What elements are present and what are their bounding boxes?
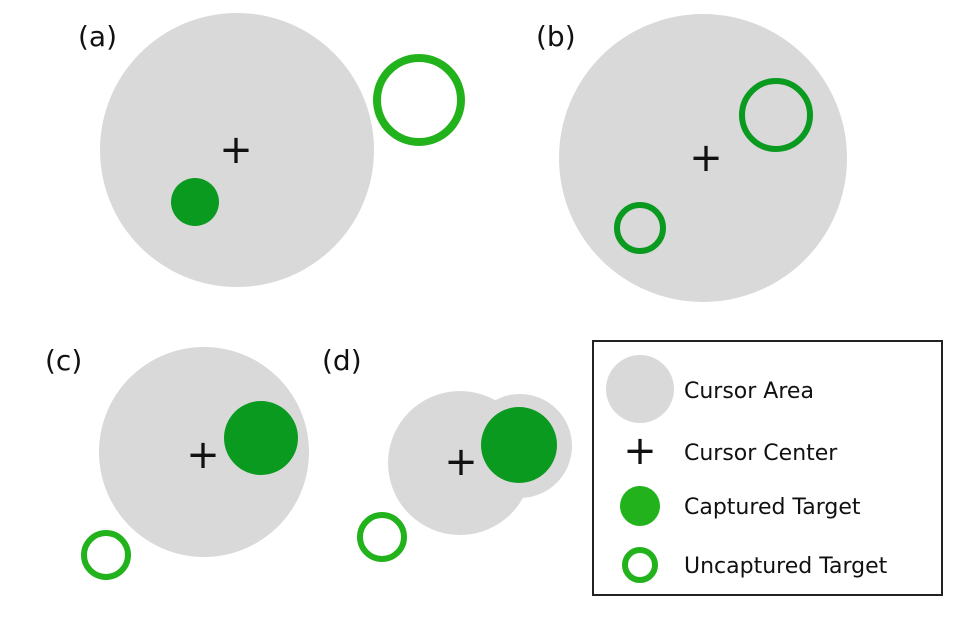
panel-d-uncaptured-target: [357, 512, 407, 562]
panel-c: (c) +: [45, 344, 309, 580]
panel-a-cursor-center: +: [219, 127, 253, 173]
legend-green-ring-icon: [622, 547, 658, 583]
legend-item-uncaptured-target: Uncaptured Target: [684, 554, 888, 579]
legend-gray-circle-icon: [606, 355, 674, 423]
panel-c-captured-target: [224, 401, 298, 475]
panel-d-label: (d): [322, 344, 362, 377]
legend-plus-icon: +: [623, 428, 657, 474]
panel-a: (a) +: [78, 13, 465, 287]
legend-item-cursor-center: Cursor Center: [684, 441, 838, 466]
panel-a-label: (a): [78, 20, 117, 53]
panel-c-uncaptured-target: [81, 530, 131, 580]
panel-a-uncaptured-target: [373, 54, 465, 146]
legend-item-captured-target: Captured Target: [684, 495, 861, 520]
panel-c-cursor-area: [99, 347, 309, 557]
panel-d-cursor-center: +: [444, 439, 478, 485]
panel-b-label: (b): [536, 20, 576, 53]
panel-b-uncaptured-target-small: [614, 202, 666, 254]
panel-b-uncaptured-target-large: [739, 78, 813, 152]
legend-filled-green-circle-icon: [620, 486, 660, 526]
panel-b-cursor-center: +: [689, 135, 723, 181]
panel-d: (d) +: [322, 344, 572, 562]
legend-item-cursor-area: Cursor Area: [684, 379, 814, 404]
legend: Cursor Area + Cursor Center Captured Tar…: [592, 340, 943, 596]
panel-a-captured-target: [171, 178, 219, 226]
panel-d-captured-target: [481, 407, 557, 483]
panel-b: (b) +: [536, 14, 847, 302]
panel-c-label: (c): [45, 344, 82, 377]
panel-b-cursor-area: [559, 14, 847, 302]
panel-c-cursor-center: +: [186, 432, 220, 478]
panel-a-cursor-area: [100, 13, 374, 287]
